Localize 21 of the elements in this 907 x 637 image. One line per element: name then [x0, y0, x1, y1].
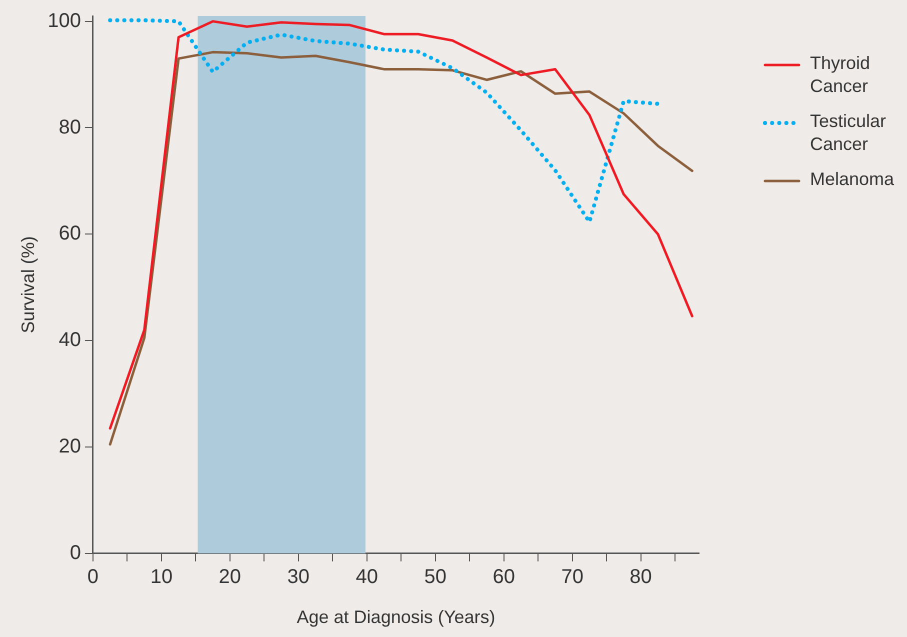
y-axis-title: Survival (%): [18, 236, 38, 334]
legend-label: Thyroid Cancer: [810, 52, 872, 98]
legend-label: Melanoma: [810, 168, 896, 191]
x-axis-title: Age at Diagnosis (Years): [296, 607, 496, 628]
legend-label: Testicular Cancer: [810, 110, 888, 156]
y-tick-label: 100: [48, 10, 81, 32]
x-tick-label: 20: [218, 566, 242, 588]
x-tick-label: 10: [150, 566, 173, 588]
line-series: [108, 18, 660, 224]
x-tick-label: 40: [356, 566, 378, 588]
y-tick-label: 40: [58, 329, 81, 352]
x-tick-label: 50: [424, 566, 446, 588]
y-tick-label: 60: [58, 222, 81, 245]
x-tick-label: 0: [87, 566, 99, 588]
x-tick-label: 80: [630, 566, 652, 588]
x-tick-label: 30: [287, 566, 310, 588]
x-tick-label: 70: [561, 566, 584, 588]
y-tick-label: 20: [58, 436, 81, 458]
y-tick-label: 80: [58, 116, 81, 138]
x-tick-label: 60: [492, 566, 515, 588]
y-tick-label: 0: [70, 542, 81, 564]
